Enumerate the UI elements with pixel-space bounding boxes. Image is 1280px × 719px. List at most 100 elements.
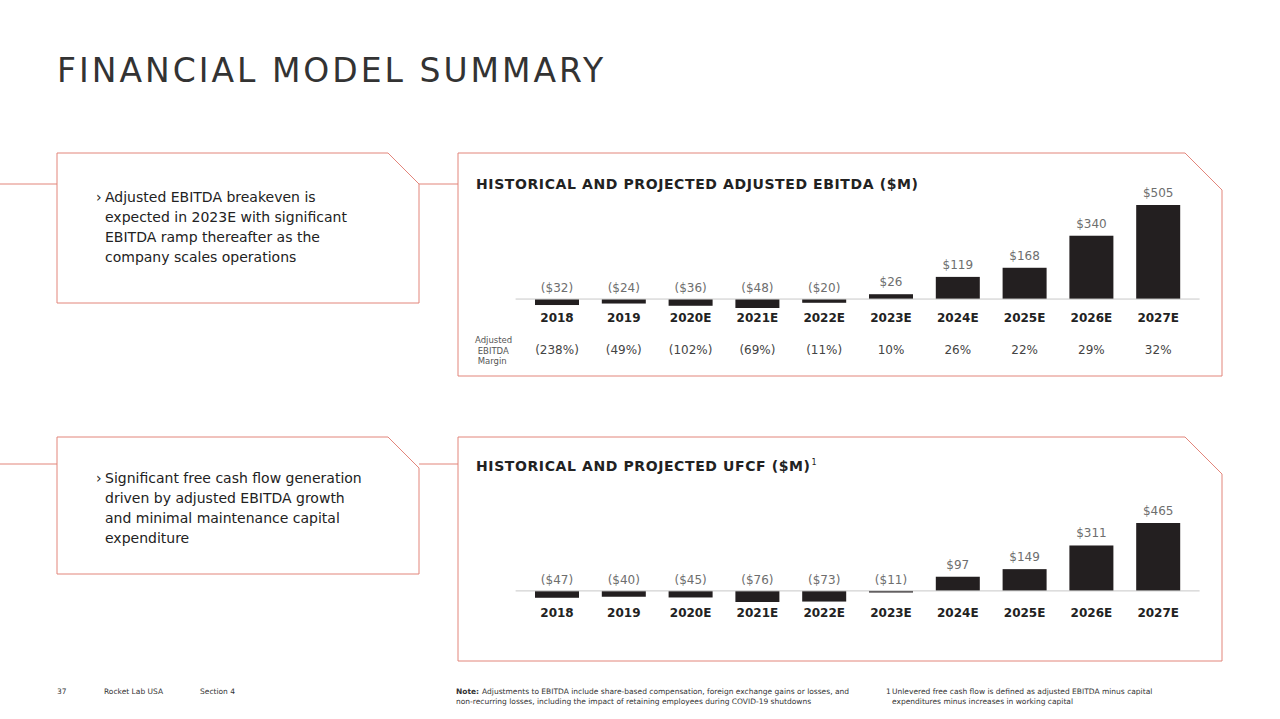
data-label: $119 bbox=[943, 258, 974, 272]
footnote-mark: 1 bbox=[886, 687, 891, 696]
category-label: 2023E bbox=[870, 311, 912, 325]
margin-row-label: Adjusted EBITDA Margin bbox=[475, 335, 512, 366]
bar bbox=[535, 299, 579, 305]
chart-title: HISTORICAL AND PROJECTED UFCF ($M) bbox=[476, 458, 811, 474]
callout-text: company scales operations bbox=[105, 249, 296, 265]
bar bbox=[1069, 545, 1113, 590]
margin-label: (102%) bbox=[669, 343, 713, 357]
callout-text: expected in 2023E with significant bbox=[105, 209, 347, 225]
callout-frame bbox=[57, 437, 419, 574]
category-label: 2025E bbox=[1004, 311, 1046, 325]
note-label: Note: bbox=[456, 687, 479, 696]
bars bbox=[535, 523, 1180, 602]
margin-label: 26% bbox=[944, 343, 971, 357]
data-label: ($40) bbox=[608, 573, 640, 587]
data-label: ($45) bbox=[674, 573, 706, 587]
note-text: Adjustments to EBITDA include share-base… bbox=[482, 687, 849, 696]
chart-title: HISTORICAL AND PROJECTED ADJUSTED EBITDA… bbox=[476, 176, 919, 192]
bar bbox=[1136, 523, 1180, 591]
data-label: ($48) bbox=[741, 281, 773, 295]
data-label: ($76) bbox=[741, 573, 773, 587]
category-label: 2019 bbox=[607, 606, 640, 620]
bar bbox=[735, 591, 779, 602]
margin-row-label-line: EBITDA bbox=[475, 346, 509, 356]
category-label: 2019 bbox=[607, 311, 640, 325]
category-label: 2024E bbox=[937, 606, 979, 620]
page-number: 37 bbox=[57, 687, 67, 696]
margin-row-label-line: Margin bbox=[475, 356, 507, 366]
data-label: $465 bbox=[1143, 504, 1174, 518]
margin-label: 29% bbox=[1078, 343, 1105, 357]
data-label: $505 bbox=[1143, 186, 1174, 200]
bar bbox=[1136, 205, 1180, 299]
margin-label: 22% bbox=[1011, 343, 1038, 357]
bar bbox=[1069, 236, 1113, 299]
bar bbox=[802, 299, 846, 303]
chart-frame bbox=[458, 437, 1222, 661]
footnote-text: Unlevered free cash flow is defined as a… bbox=[892, 687, 1152, 696]
footer-company: Rocket Lab USA bbox=[104, 687, 164, 696]
connector bbox=[419, 184, 458, 185]
bar bbox=[936, 277, 980, 299]
bar bbox=[802, 591, 846, 602]
data-label: ($20) bbox=[808, 281, 840, 295]
slide-title: FINANCIAL MODEL SUMMARY bbox=[57, 51, 606, 90]
category-label: 2024E bbox=[937, 311, 979, 325]
data-label: ($36) bbox=[674, 281, 706, 295]
bars bbox=[535, 205, 1180, 308]
bar bbox=[669, 591, 713, 598]
data-label: ($24) bbox=[608, 281, 640, 295]
category-label: 2022E bbox=[803, 606, 845, 620]
bullet: › bbox=[96, 189, 102, 205]
margin-label: 32% bbox=[1145, 343, 1172, 357]
bar bbox=[735, 299, 779, 308]
slide: FINANCIAL MODEL SUMMARY›Adjusted EBITDA … bbox=[0, 0, 1280, 719]
category-label: 2022E bbox=[803, 311, 845, 325]
data-label: $168 bbox=[1009, 249, 1040, 263]
category-label: 2023E bbox=[870, 606, 912, 620]
data-label: $311 bbox=[1076, 526, 1107, 540]
data-label: ($11) bbox=[875, 573, 907, 587]
bar bbox=[602, 299, 646, 303]
margin-row-label-line: Adjusted bbox=[475, 335, 512, 345]
bar bbox=[602, 591, 646, 597]
callout-text: Adjusted EBITDA breakeven is bbox=[105, 189, 316, 205]
margin-label: (49%) bbox=[606, 343, 642, 357]
category-label: 2026E bbox=[1071, 311, 1113, 325]
bullet: › bbox=[96, 470, 102, 486]
callout-text: expenditure bbox=[105, 530, 189, 546]
callout-text: driven by adjusted EBITDA growth bbox=[105, 490, 345, 506]
category-label: 2018 bbox=[540, 311, 573, 325]
bar bbox=[869, 294, 913, 299]
footer-section: Section 4 bbox=[200, 687, 235, 696]
callout-frame bbox=[57, 153, 419, 303]
data-label: ($73) bbox=[808, 573, 840, 587]
data-label: $26 bbox=[880, 275, 903, 289]
page: {"slide": { "title": "FINANCIAL MODEL SU… bbox=[0, 0, 1280, 719]
category-label: 2018 bbox=[540, 606, 573, 620]
bar bbox=[535, 591, 579, 598]
margin-label: 10% bbox=[878, 343, 905, 357]
data-label: $97 bbox=[946, 558, 969, 572]
bar bbox=[1003, 569, 1047, 591]
category-label: 2027E bbox=[1137, 311, 1179, 325]
margin-label: (11%) bbox=[806, 343, 842, 357]
connector bbox=[0, 184, 57, 185]
footnote-text: expenditures minus increases in working … bbox=[892, 697, 1073, 706]
chart-frame bbox=[458, 153, 1222, 376]
category-label: 2020E bbox=[670, 311, 712, 325]
margin-label: (69%) bbox=[739, 343, 775, 357]
bar bbox=[936, 577, 980, 591]
category-label: 2026E bbox=[1071, 606, 1113, 620]
margin-label: (238%) bbox=[535, 343, 579, 357]
category-label: 2025E bbox=[1004, 606, 1046, 620]
callout-text: EBITDA ramp thereafter as the bbox=[105, 229, 320, 245]
baseline bbox=[516, 299, 1200, 300]
category-label: 2021E bbox=[737, 311, 779, 325]
footnote-mark: 1 bbox=[812, 458, 817, 467]
category-label: 2027E bbox=[1137, 606, 1179, 620]
category-label: 2020E bbox=[670, 606, 712, 620]
data-label: ($32) bbox=[541, 281, 573, 295]
baseline bbox=[516, 590, 1200, 591]
callout-text: Significant free cash flow generation bbox=[105, 470, 362, 486]
